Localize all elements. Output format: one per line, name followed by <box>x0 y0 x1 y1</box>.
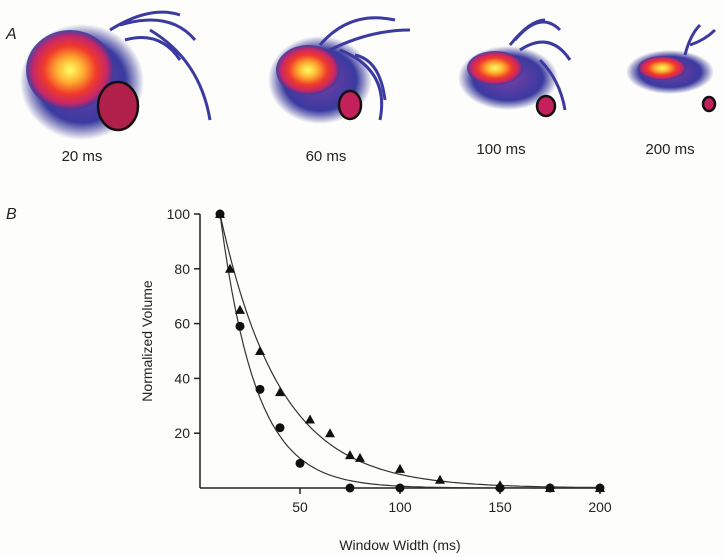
triangle-point <box>225 263 235 273</box>
circle-point <box>495 483 505 493</box>
circle-point <box>215 209 225 219</box>
decay-chart: 50 100 150 200 20 40 60 80 100 Window Width (ms) N… <box>139 206 612 553</box>
triangle-point <box>435 474 445 484</box>
triangle-point <box>255 346 265 355</box>
y-tick-label: 60 <box>174 316 190 332</box>
triangle-point <box>345 450 355 460</box>
triangle-point <box>275 387 285 397</box>
circle-point <box>345 483 355 493</box>
heatmap-image-200ms <box>626 23 717 113</box>
fit-curve-triangles <box>219 213 600 489</box>
triangle-point <box>325 428 335 438</box>
y-tick-label: 40 <box>174 370 190 386</box>
fit-curve-circles <box>219 213 600 489</box>
circle-point <box>235 321 245 331</box>
triangle-point <box>305 414 315 424</box>
roi-circle <box>701 95 717 113</box>
caption-60ms: 60 ms <box>305 148 347 165</box>
y-axis-label: Normalized Volume <box>139 280 155 402</box>
triangle-point <box>235 304 245 314</box>
heatmap-image-20ms <box>20 10 212 140</box>
panel-label-a: A <box>6 26 17 43</box>
y-tick-label: 20 <box>174 425 190 441</box>
caption-200ms: 200 ms <box>645 141 695 158</box>
circle-point <box>595 483 605 493</box>
heatmap-image-100ms <box>458 18 572 118</box>
circle-point <box>545 483 555 493</box>
triangle-point <box>395 463 405 473</box>
circle-point <box>395 483 405 493</box>
heatmap-image-60ms <box>268 16 411 124</box>
caption-100ms: 100 ms <box>476 141 526 158</box>
roi-circle <box>337 89 363 121</box>
y-tick-label: 80 <box>174 261 190 277</box>
panel-label-b: B <box>6 206 17 223</box>
y-tick-label: 100 <box>167 206 191 222</box>
circle-point <box>255 384 265 394</box>
roi-circle <box>535 94 557 118</box>
circle-point <box>295 458 305 468</box>
x-tick-label: 150 <box>488 499 512 515</box>
x-tick-label: 100 <box>388 499 412 515</box>
triangle-point <box>355 452 365 462</box>
caption-20ms: 20 ms <box>61 148 103 165</box>
x-tick-label: 200 <box>588 499 612 515</box>
x-axis-label: Window Width (ms) <box>339 537 460 553</box>
roi-circle <box>96 80 140 132</box>
x-tick-label: 50 <box>292 499 308 515</box>
circle-point <box>275 423 285 433</box>
